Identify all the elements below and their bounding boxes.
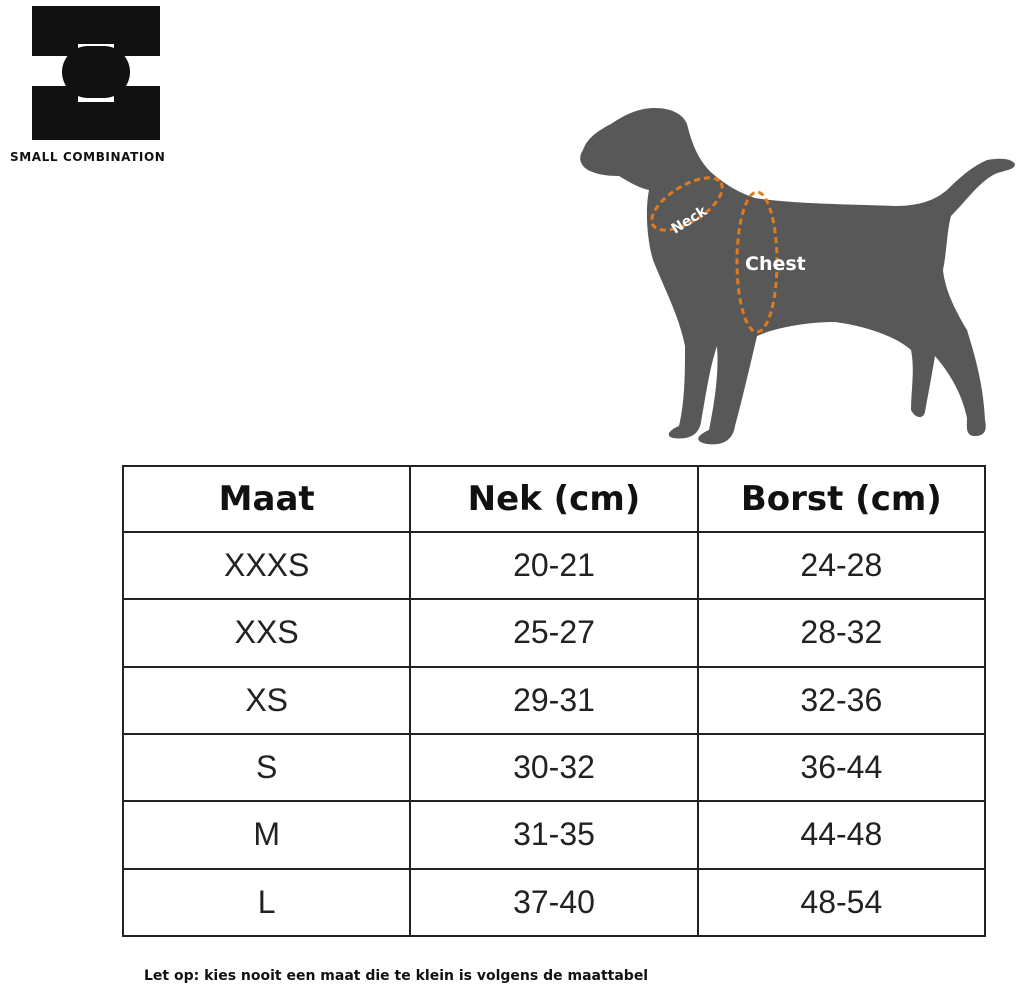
chest-cell: 44-48: [696, 800, 987, 870]
size-cell: L: [121, 867, 412, 938]
size-cell: XS: [121, 665, 412, 735]
chest-cell: 24-28: [696, 530, 987, 601]
neck-cell: 31-35: [409, 800, 699, 870]
size-warning-note: Let op: kies nooit een maat die te klein…: [144, 968, 649, 984]
neck-cell: 30-32: [409, 732, 699, 803]
size-cell: XXXS: [121, 530, 412, 601]
size-cell: S: [121, 732, 412, 803]
neck-cell: 29-31: [409, 665, 699, 735]
chest-cell: 36-44: [696, 732, 987, 803]
brand-name: SMALL COMBINATION: [10, 150, 166, 164]
table-row: M 31-35 44-48: [121, 800, 987, 870]
size-table: Maat Nek (cm) Borst (cm) XXXS 20-21 24-2…: [121, 465, 987, 938]
size-cell: XXS: [121, 598, 412, 668]
chest-cell: 48-54: [696, 867, 987, 938]
dog-measurement-figure: Neck Chest: [580, 108, 1015, 445]
header-neck: Nek (cm): [409, 465, 699, 533]
chest-measure-line: [735, 190, 779, 334]
neck-cell: 37-40: [409, 867, 699, 938]
brand-mark-icon: [32, 6, 160, 140]
chest-label: Chest: [745, 253, 806, 275]
table-row: L 37-40 48-54: [121, 867, 987, 938]
size-cell: M: [121, 800, 412, 870]
size-table-header-row: Maat Nek (cm) Borst (cm): [121, 465, 987, 533]
neck-measure-line: [650, 176, 724, 232]
dog-silhouette-icon: [580, 108, 1015, 445]
neck-cell: 20-21: [409, 530, 699, 601]
table-row: S 30-32 36-44: [121, 732, 987, 803]
chest-cell: 32-36: [696, 665, 987, 735]
header-chest: Borst (cm): [696, 465, 987, 533]
table-row: XXS 25-27 28-32: [121, 598, 987, 668]
header-size: Maat: [121, 465, 412, 533]
brand-logo: SMALL COMBINATION: [8, 6, 193, 166]
table-row: XS 29-31 32-36: [121, 665, 987, 735]
chest-cell: 28-32: [696, 598, 987, 668]
table-row: XXXS 20-21 24-28: [121, 530, 987, 601]
neck-cell: 25-27: [409, 598, 699, 668]
